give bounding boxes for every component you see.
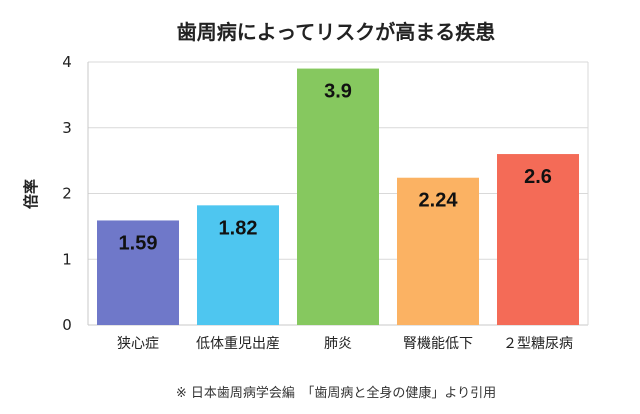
data-label: 1.82	[219, 217, 258, 239]
data-label: 2.24	[419, 190, 459, 212]
bar	[497, 154, 579, 325]
y-axis-label: 倍率	[22, 179, 40, 209]
x-tick-label: 低体重児出産	[196, 336, 280, 352]
y-tick-label: 2	[62, 185, 72, 203]
bar	[397, 177, 479, 325]
y-tick-label: 0	[62, 316, 72, 334]
bar	[97, 220, 179, 325]
y-tick-label: 4	[62, 53, 72, 71]
x-tick-label: 肺炎	[324, 336, 352, 352]
data-label: 2.6	[524, 166, 552, 188]
x-tick-label: 狭心症	[117, 336, 159, 352]
x-tick-label: 腎機能低下	[403, 336, 473, 352]
data-label: 1.59	[119, 232, 158, 254]
y-tick-label: 3	[62, 119, 72, 137]
bars	[97, 68, 579, 325]
x-axis-categories: 狭心症 低体重児出産 肺炎 腎機能低下 ２型糖尿病	[117, 336, 573, 352]
y-tick-label: 1	[62, 250, 72, 268]
data-label: 3.9	[324, 81, 352, 103]
source-note: ※ 日本歯周病学会編 「歯周病と全身の健康」より引用	[176, 385, 496, 401]
bar	[297, 68, 379, 325]
chart-title: 歯周病によってリスクが高まる疾患	[177, 20, 495, 44]
y-axis-ticks: 0 1 2 3 4	[62, 53, 72, 334]
bar	[197, 205, 279, 325]
data-labels: 1.59 1.82 3.9 2.24 2.6	[119, 81, 552, 255]
x-tick-label: ２型糖尿病	[503, 336, 573, 352]
